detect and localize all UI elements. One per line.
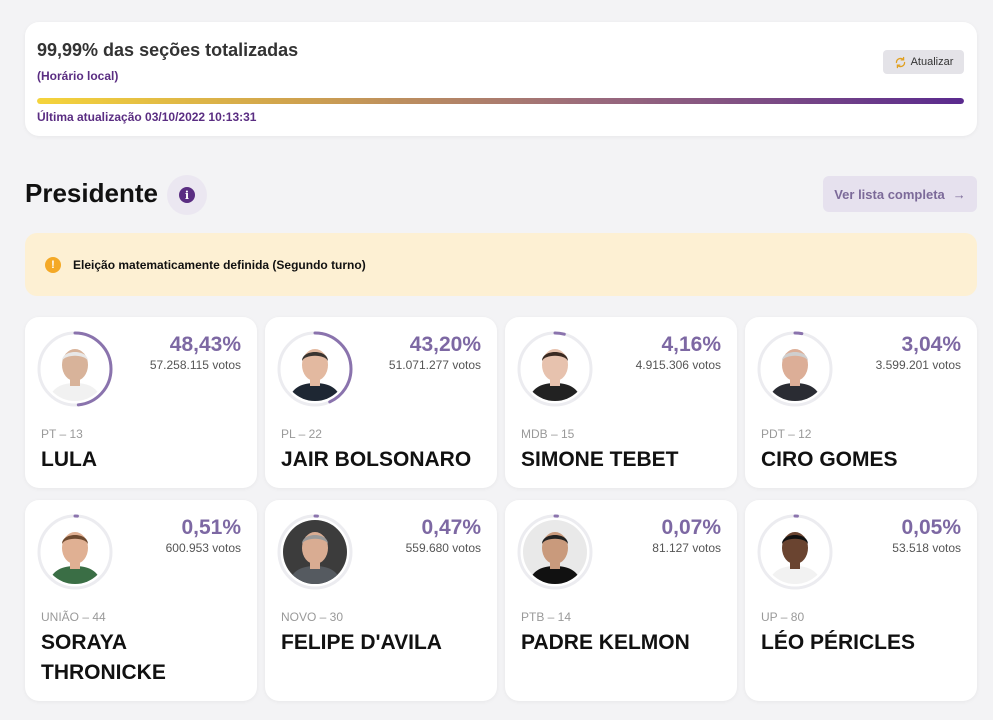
refresh-icon [895,56,905,68]
candidate-card[interactable]: 0,51% 600.953 votos UNIÃO – 44 SORAYA THRON… [25,500,257,701]
vote-share-ring [277,331,353,407]
vote-percentage: 0,07% [661,516,721,539]
candidate-card[interactable]: 48,43% 57.258.115 votos PT – 13 LULA [25,317,257,488]
candidate-name: SIMONE TEBET [521,448,679,471]
arrow-right-icon: → [952,186,966,202]
candidate-card[interactable]: 3,04% 3.599.201 votos PDT – 12 CIRO GOMES [745,317,977,488]
candidate-photo [43,520,107,584]
candidate-name: SORAYA THRONICKE [41,631,166,684]
candidate-name: CIRO GOMES [761,448,898,471]
vote-share-ring [517,514,593,590]
candidate-name: JAIR BOLSONARO [281,448,472,471]
party-number: PT – 13 [41,427,83,441]
full-list-label: Ver lista completa [834,186,945,202]
vote-percentage: 0,47% [421,516,481,539]
candidate-name: FELIPE D'AVILA [281,631,442,654]
vote-count: 559.680 votos [405,541,481,555]
candidate-avatar [277,514,353,590]
candidate-photo [43,337,107,401]
vote-share-ring [277,514,353,590]
election-alert: ! Eleição matematicamente definida (Segu… [25,233,977,296]
candidate-name: LULA [41,448,97,471]
candidate-card[interactable]: 4,16% 4.915.306 votos MDB – 15 SIMONE TEBET [505,317,737,488]
info-icon: i [179,187,195,203]
vote-count: 57.258.115 votos [149,358,241,372]
refresh-button[interactable]: Atualizar [883,50,964,74]
candidate-photo [523,520,587,584]
party-number: MDB – 15 [521,427,575,441]
tally-progress-fill [37,98,964,104]
vote-share-ring [37,331,113,407]
candidate-avatar [517,331,593,407]
party-number: NOVO – 30 [281,610,344,624]
warning-icon: ! [45,256,61,273]
vote-share-ring [37,514,113,590]
candidate-card[interactable]: 0,07% 81.127 votos PTB – 14 PADRE KELMON [505,500,737,701]
candidate-card[interactable]: 0,05% 53.518 votos UP – 80 LÉO PÉRICLES [745,500,977,701]
party-number: UP – 80 [761,610,805,624]
local-time-note: (Horário local) [37,69,119,83]
page-title: Presidente [25,178,158,208]
vote-count: 4.915.306 votos [635,358,721,372]
full-list-button[interactable]: Ver lista completa → [823,176,977,212]
candidate-avatar [517,514,593,590]
vote-count: 53.518 votos [892,541,961,555]
vote-count: 51.071.277 votos [388,358,481,372]
party-number: PL – 22 [281,427,322,441]
candidate-avatar [37,514,113,590]
party-number: PDT – 12 [761,427,812,441]
vote-share-ring [757,514,833,590]
candidate-name: LÉO PÉRICLES [761,631,916,654]
vote-share-ring [517,331,593,407]
vote-percentage: 4,16% [661,333,721,356]
candidate-avatar [37,331,113,407]
candidate-name: PADRE KELMON [521,631,690,654]
party-number: UNIÃO – 44 [41,610,106,624]
vote-percentage: 48,43% [169,333,241,356]
candidate-photo [523,337,587,401]
sections-tallied-title: 99,99% das seções totalizadas [37,40,299,60]
refresh-label: Atualizar [910,56,954,68]
vote-count: 81.127 votos [652,541,721,555]
candidate-photo [763,337,827,401]
vote-percentage: 0,51% [181,516,241,539]
vote-percentage: 3,04% [901,333,961,356]
candidate-avatar [757,331,833,407]
candidate-card[interactable]: 0,47% 559.680 votos NOVO – 30 FELIPE D'AVIL… [265,500,497,701]
vote-count: 600.953 votos [165,541,241,555]
candidate-photo [763,520,827,584]
candidate-avatar [757,514,833,590]
alert-text: Eleição matematicamente definida (Segund… [73,257,366,272]
vote-share-ring [757,331,833,407]
candidate-avatar [277,331,353,407]
party-number: PTB – 14 [521,610,572,624]
status-card: 99,99% das seções totalizadas (Horário l… [25,22,977,136]
candidate-card[interactable]: 43,20% 51.071.277 votos PL – 22 JAIR BOLSON… [265,317,497,488]
info-button[interactable]: i [167,175,207,215]
candidate-photo [283,337,347,401]
vote-percentage: 43,20% [409,333,481,356]
vote-percentage: 0,05% [901,516,961,539]
candidate-photo [283,520,347,584]
vote-count: 3.599.201 votos [875,358,961,372]
last-update-timestamp: Última atualização 03/10/2022 10:13:31 [37,110,257,124]
tally-progress-bar [37,98,964,104]
